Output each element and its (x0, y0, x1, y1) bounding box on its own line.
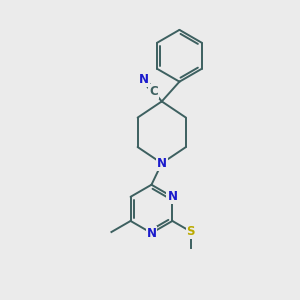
Text: S: S (187, 225, 195, 238)
Text: N: N (139, 74, 149, 86)
Text: N: N (167, 190, 177, 203)
Text: C: C (149, 85, 158, 98)
Text: N: N (157, 157, 167, 170)
Text: N: N (146, 226, 157, 239)
